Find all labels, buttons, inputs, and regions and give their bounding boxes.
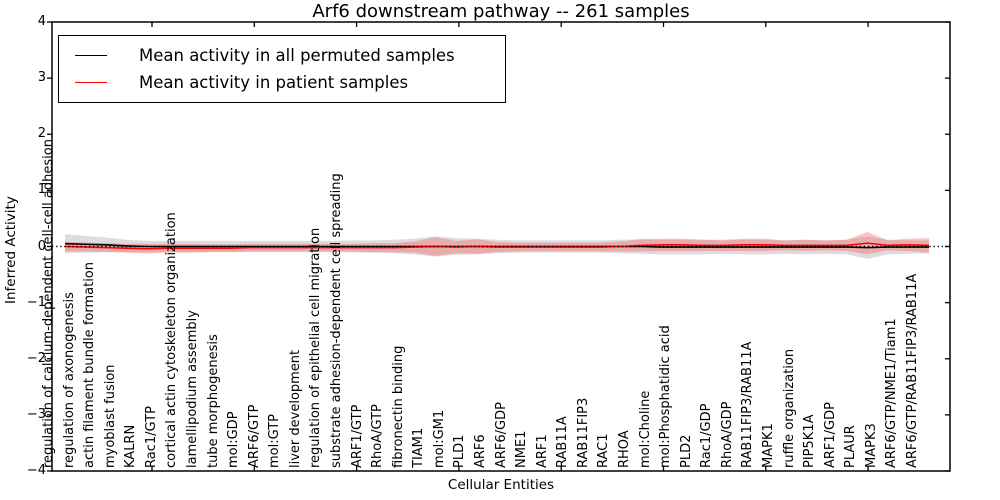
x-category-label: PLD2 [678, 434, 694, 468]
x-category-label: ARF6/GTP/NME1/Tiam1 [884, 318, 900, 468]
y-tick-label: −4 [26, 463, 46, 478]
x-category-label: MAPK1 [761, 423, 776, 468]
x-category-label: mol:GDP [226, 411, 242, 468]
x-category-label: lamellipodium assembly [185, 310, 200, 468]
x-category-label: ARF1/GTP [349, 404, 365, 468]
x-category-label: MAPK3 [863, 423, 879, 468]
x-category-label: ARF6/GTP/RAB11FIP3/RAB11A [905, 273, 920, 468]
y-tick-label: −1 [26, 294, 46, 310]
x-category-label: cortical actin cytoskeleton organization [164, 212, 180, 468]
x-axis-label: Cellular Entities [447, 477, 555, 493]
x-category-label: RAB11FIP3 [575, 397, 591, 468]
x-category-label: mol:Phosphatidic acid [658, 325, 674, 468]
chart-title: Arf6 downstream pathway -- 261 samples [312, 1, 690, 22]
y-tick-label: −3 [26, 406, 46, 422]
x-category-label: Rac1/GDP [699, 403, 715, 468]
x-category-label: tube morphogenesis [205, 334, 221, 468]
legend-label-permuted: Mean activity in all permuted samples [139, 46, 455, 65]
x-category-label: TIAM1 [411, 427, 427, 468]
x-category-label: ARF6/GTP [246, 404, 262, 468]
x-category-label: fibronectin binding [390, 345, 406, 468]
x-category-label: actin filament bundle formation [82, 262, 98, 468]
x-category-label: substrate adhesion-dependent cell spread… [329, 173, 344, 468]
y-tick-label: 0 [37, 238, 46, 254]
x-category-label: RAB11A [555, 416, 571, 468]
x-category-label: ARF6/GDP [493, 402, 509, 468]
legend-item-patient: Mean activity in patient samples [75, 69, 505, 96]
x-category-label: PLD1 [452, 434, 468, 468]
x-category-label: ruffle organization [781, 348, 797, 468]
x-category-label: ARF1/GDP [822, 402, 838, 468]
y-tick-label: 2 [37, 126, 46, 142]
x-category-label: RHOA [617, 430, 632, 468]
x-category-label: PIP5K1A [802, 414, 818, 468]
y-tick-label: 4 [37, 14, 46, 29]
x-category-label: liver development [287, 349, 303, 468]
x-category-label: RhoA/GTP [370, 404, 386, 468]
x-category-label: myoblast fusion [102, 364, 118, 468]
x-category-label: RhoA/GDP [719, 401, 735, 468]
x-category-label: mol:GM1 [431, 409, 447, 468]
x-category-label: regulation of epithelial cell migration [308, 227, 324, 468]
y-tick-label: 3 [37, 70, 46, 86]
patient-mean-line [64, 242, 930, 250]
x-category-label: ARF1 [534, 434, 550, 468]
patient-line-swatch [75, 82, 107, 83]
legend-item-permuted: Mean activity in all permuted samples [75, 42, 505, 69]
legend-label-patient: Mean activity in patient samples [139, 73, 409, 92]
permuted-line-swatch [75, 55, 107, 56]
x-category-label: KALRN [123, 424, 139, 468]
x-category-label: RAC1 [596, 433, 612, 468]
x-category-label: Rac1/GTP [143, 406, 159, 468]
x-category-label: RAB11FIP3/RAB11A [740, 341, 756, 468]
x-category-label: mol:GTP [267, 414, 283, 468]
x-category-label: ARF6 [473, 434, 488, 468]
y-tick-label: −2 [26, 350, 46, 366]
x-category-label: mol:Choline [637, 390, 653, 468]
legend: Mean activity in all permuted samples Me… [58, 35, 506, 103]
y-tick-label: 1 [37, 182, 46, 198]
x-category-label: NME1 [514, 430, 530, 468]
patient-band [65, 231, 929, 257]
x-category-label: regulation of calcium-dependent cell-cel… [41, 139, 56, 468]
x-category-label: regulation of axonogenesis [61, 292, 77, 468]
x-category-label: PLAUR [843, 425, 859, 468]
